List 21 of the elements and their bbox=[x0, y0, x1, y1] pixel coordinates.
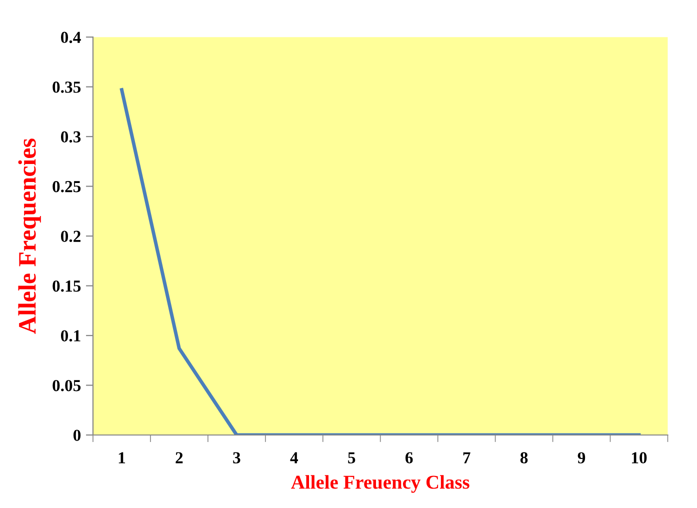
y-tick-label: 0.35 bbox=[52, 82, 81, 93]
x-axis-title: Allele Freuency Class bbox=[291, 475, 470, 493]
y-tick-label: 0 bbox=[73, 430, 81, 441]
x-tick-label: 3 bbox=[233, 452, 240, 464]
x-tick-label: 2 bbox=[176, 452, 183, 464]
y-tick-label: 0.1 bbox=[60, 330, 80, 342]
x-tick-label: 10 bbox=[632, 452, 647, 464]
x-tick-label: 9 bbox=[578, 452, 586, 464]
x-tick-label: 6 bbox=[405, 452, 413, 464]
x-tick-label: 4 bbox=[290, 452, 298, 464]
y-tick-label: 0.3 bbox=[60, 131, 81, 143]
y-tick-label: 0.15 bbox=[52, 280, 81, 292]
x-tick-label: 7 bbox=[463, 452, 470, 464]
x-tick-label: 1 bbox=[118, 452, 126, 464]
y-axis-title: Allele Frequencies bbox=[18, 138, 41, 334]
y-tick-label: 0.05 bbox=[52, 380, 81, 392]
y-tick-label: 0.25 bbox=[52, 181, 81, 192]
y-tick-label: 0.2 bbox=[60, 230, 80, 242]
x-tick-label: 5 bbox=[348, 452, 356, 464]
x-tick-label: 8 bbox=[520, 452, 528, 464]
y-tick-label: 0.4 bbox=[60, 32, 81, 44]
